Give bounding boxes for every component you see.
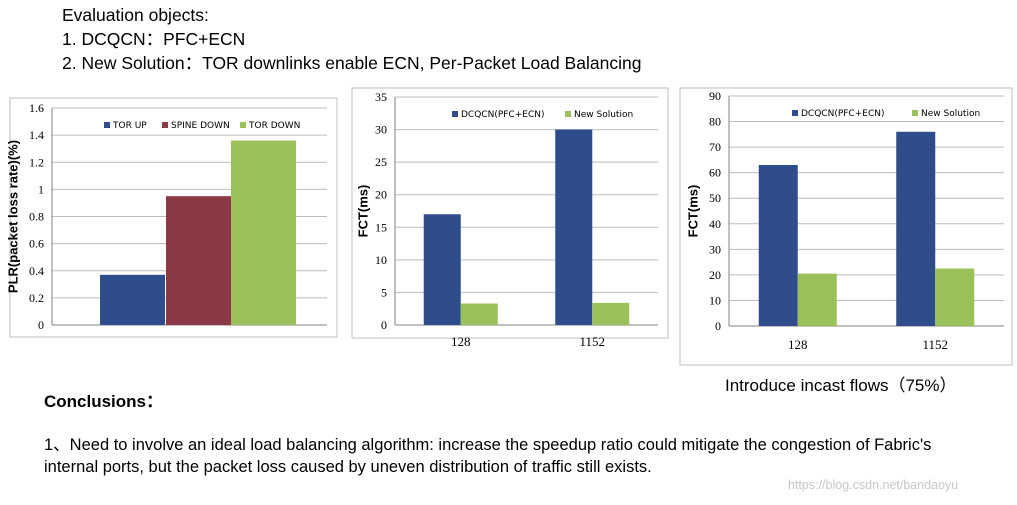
- chart2-legend-label: New Solution: [574, 110, 633, 120]
- chart2-legend-swatch: [565, 111, 571, 117]
- chart2-ytick-label: 30: [375, 123, 387, 137]
- chart1-ytick-label: 0.8: [29, 210, 44, 224]
- chart3-ytick-label: 40: [709, 217, 721, 231]
- chart1-ytick-label: 1.4: [29, 128, 44, 142]
- conclusion-item-1: 1、Need to involve an ideal load balancin…: [44, 436, 932, 476]
- chart3-bar-new-solution-1152: [935, 268, 975, 326]
- chart3-bar-dcqcn-128: [758, 165, 798, 326]
- chart1-ytick-label: 0.6: [29, 237, 44, 251]
- chart3-legend-swatch: [912, 110, 918, 116]
- chart1-legend-label: TOR UP: [112, 121, 147, 131]
- watermark: https://blog.csdn.net/bandaoyu: [788, 478, 959, 492]
- chart1-ylabel: PLR(packet loss rate)(%): [6, 140, 21, 293]
- chart2-legend-swatch: [452, 111, 458, 117]
- chart2-bar-dcqcn-1152: [555, 129, 593, 325]
- chart2-legend-label: DCQCN(PFC+ECN): [461, 110, 544, 120]
- chart3-ytick-label: 60: [709, 166, 721, 180]
- chart3-ytick-label: 20: [709, 268, 721, 282]
- chart1-ytick-label: 1.6: [29, 101, 44, 115]
- chart1-ytick-label: 0: [38, 318, 44, 332]
- chart1-bar-tor-up: [100, 274, 165, 325]
- chart2-ytick-label: 15: [375, 220, 387, 234]
- chart3-ytick-label: 50: [709, 191, 721, 205]
- chart3-category-label: 128: [788, 337, 808, 352]
- chart3-legend-label: DCQCN(PFC+ECN): [801, 109, 884, 119]
- header-line-dcqcn: 1. DCQCN：PFC+ECN: [62, 29, 246, 49]
- chart3-ytick-label: 30: [709, 242, 721, 256]
- header-line-evaluation-objects: Evaluation objects:: [62, 5, 209, 25]
- chart1-ytick-label: 1.2: [29, 155, 44, 169]
- conclusions-title: Conclusions：: [44, 392, 164, 411]
- chart3-category-label: 1152: [922, 337, 948, 352]
- chart2-bar-new-solution-1152: [592, 302, 630, 325]
- chart3-ytick-label: 80: [709, 115, 721, 129]
- chart2-ylabel: FCT(ms): [356, 185, 371, 238]
- chart1-ytick-label: 0.2: [29, 291, 44, 305]
- chart1-legend-label: SPINE DOWN: [171, 121, 230, 131]
- chart2-frame: [351, 87, 669, 339]
- chart3-ytick-label: 70: [709, 140, 721, 154]
- chart1-frame: [9, 97, 338, 338]
- chart2-ytick-label: 10: [375, 253, 387, 267]
- chart2-ytick-label: 20: [375, 188, 387, 202]
- chart3-legend-swatch: [792, 110, 798, 116]
- chart2-ytick-label: 0: [381, 318, 387, 332]
- chart1-ytick-label: 0.4: [29, 264, 44, 278]
- chart1-bar-spine-down: [166, 196, 231, 325]
- header-line-new-solution: 2. New Solution：TOR downlinks enable ECN…: [62, 53, 642, 73]
- chart3-ytick-label: 90: [709, 89, 721, 103]
- chart1-legend-label: TOR DOWN: [248, 121, 300, 131]
- chart2-bar-new-solution-128: [460, 303, 498, 325]
- chart2-category-label: 1152: [579, 334, 605, 349]
- chart3-frame: [679, 87, 1013, 366]
- chart2-category-label: 128: [451, 334, 471, 349]
- chart3-caption: Introduce incast flows（75%）: [725, 376, 957, 395]
- chart1-legend-swatch: [240, 122, 246, 128]
- chart1-ytick-label: 1: [38, 182, 44, 196]
- chart3-ytick-label: 0: [715, 319, 721, 333]
- chart2-bar-dcqcn-128: [423, 214, 461, 325]
- chart2-ytick-label: 35: [375, 90, 387, 104]
- chart3-ylabel: FCT(ms): [686, 185, 701, 238]
- chart3-bar-new-solution-128: [797, 273, 837, 326]
- chart1-legend-swatch: [162, 122, 168, 128]
- chart3-bar-dcqcn-1152: [896, 131, 936, 326]
- chart1-legend-swatch: [104, 122, 110, 128]
- chart2-ytick-label: 5: [381, 285, 387, 299]
- chart1-bar-tor-down: [231, 140, 296, 325]
- chart3-legend-label: New Solution: [921, 109, 980, 119]
- chart3-ytick-label: 10: [709, 293, 721, 307]
- chart2-ytick-label: 25: [375, 155, 387, 169]
